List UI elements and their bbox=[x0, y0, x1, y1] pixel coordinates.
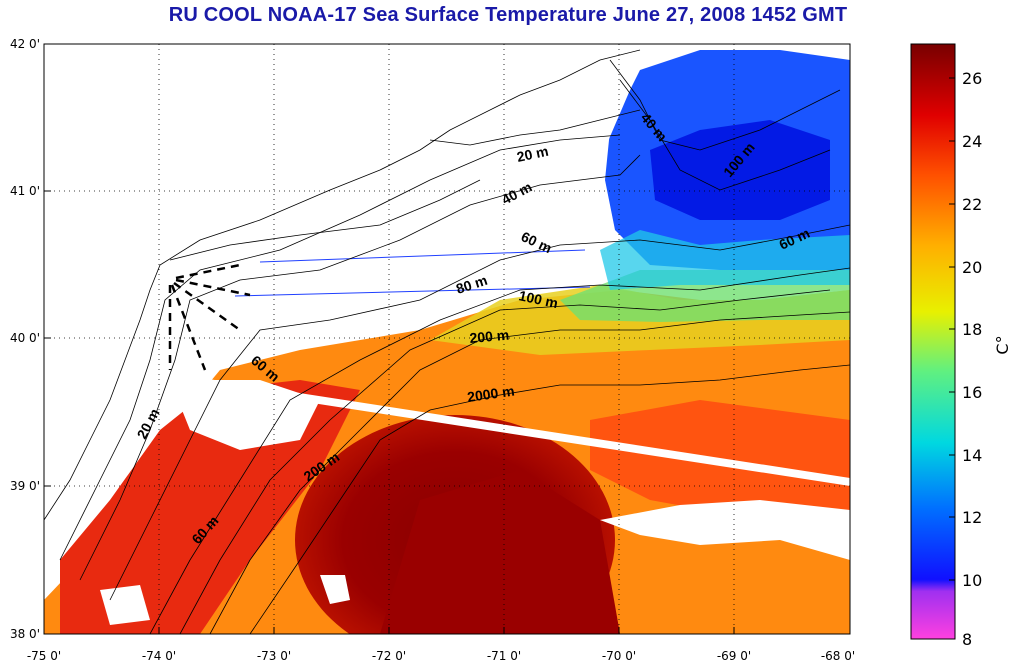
axis-ticks bbox=[43, 43, 851, 635]
contour-label: 20 m bbox=[515, 143, 550, 165]
longitude-labels: -75 0' -74 0' -73 0' -72 0' -71 0' -70 0… bbox=[27, 649, 855, 663]
colorbar-ticks bbox=[949, 77, 955, 640]
contour-100m bbox=[179, 289, 831, 634]
lat-label: 39 0' bbox=[10, 479, 40, 493]
lat-label: 41 0' bbox=[10, 184, 40, 198]
colorbar-gradient bbox=[910, 43, 956, 640]
lon-label: -72 0' bbox=[372, 649, 406, 663]
lon-label: -75 0' bbox=[27, 649, 61, 663]
lat-label: 38 0' bbox=[10, 627, 40, 641]
contour-80m bbox=[149, 267, 850, 634]
contour-60m bbox=[109, 224, 850, 601]
sst-cyan-water bbox=[600, 230, 850, 290]
sst-red-shelf bbox=[60, 380, 360, 634]
contour-label: 200 m bbox=[469, 327, 510, 346]
coastline bbox=[169, 179, 481, 261]
lon-label: -74 0' bbox=[142, 649, 176, 663]
cloud-gap bbox=[320, 575, 350, 604]
sst-field bbox=[44, 44, 850, 634]
colorbar-tick-label: 14 bbox=[962, 446, 982, 465]
contour-40m bbox=[79, 154, 641, 581]
colorbar-tick-label: 16 bbox=[962, 383, 982, 402]
colorbar-tick-label: 12 bbox=[962, 508, 982, 527]
contour-200m bbox=[209, 311, 850, 634]
colorbar-unit-label: C° bbox=[993, 335, 1012, 354]
lat-label: 42 0' bbox=[10, 37, 40, 51]
coastline bbox=[44, 49, 641, 521]
lon-label: -71 0' bbox=[487, 649, 521, 663]
contour-2000m bbox=[249, 364, 850, 634]
track-line bbox=[234, 286, 591, 297]
swath-gap bbox=[150, 370, 850, 486]
colorbar-tick-label: 10 bbox=[962, 571, 982, 590]
colorbar-tick-label: 8 bbox=[962, 630, 972, 649]
contour-label: 2000 m bbox=[466, 383, 515, 405]
coastline bbox=[429, 109, 641, 146]
colorbar-tick-label: 18 bbox=[962, 320, 982, 339]
lat-label: 40 0' bbox=[10, 331, 40, 345]
lon-label: -69 0' bbox=[717, 649, 751, 663]
dashed-transects bbox=[168, 263, 251, 371]
sst-warm-tail bbox=[380, 470, 620, 634]
cloud-gap bbox=[600, 500, 850, 560]
coastline-and-contours bbox=[44, 49, 850, 634]
contour-northeast bbox=[609, 59, 841, 151]
colorbar-tick-label: 24 bbox=[962, 132, 982, 151]
latitude-labels: 42 0' 41 0' 40 0' 39 0' 38 0' bbox=[10, 37, 40, 641]
contour-northeast bbox=[619, 79, 831, 191]
sst-blue-core bbox=[650, 120, 830, 220]
grid-lines bbox=[44, 44, 850, 634]
map-title: RU COOL NOAA-17 Sea Surface Temperature … bbox=[168, 4, 848, 26]
colorbar-tick-label: 26 bbox=[962, 69, 982, 88]
colorbar-tick-label: 20 bbox=[962, 258, 982, 277]
colorbar: 8 10 12 14 16 18 20 22 24 26 C° bbox=[910, 43, 1012, 649]
lon-label: -73 0' bbox=[257, 649, 291, 663]
colorbar-tick-label: 22 bbox=[962, 195, 982, 214]
cloud-gap bbox=[44, 44, 650, 580]
contour-20m bbox=[59, 134, 621, 561]
lon-label: -70 0' bbox=[602, 649, 636, 663]
lon-label: -68 0' bbox=[821, 649, 855, 663]
plot-frame bbox=[43, 43, 851, 635]
